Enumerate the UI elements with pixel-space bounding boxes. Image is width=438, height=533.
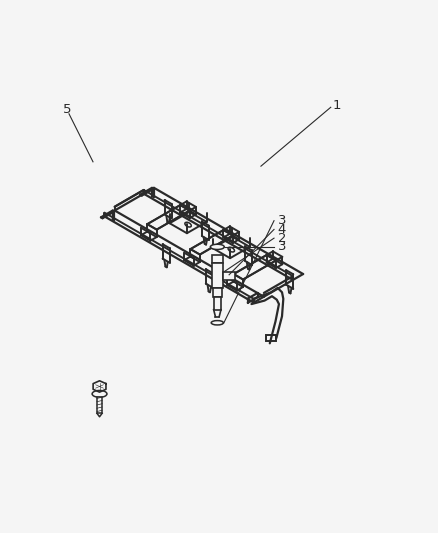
- Text: 1: 1: [332, 99, 341, 111]
- FancyBboxPatch shape: [213, 297, 220, 310]
- Ellipse shape: [210, 244, 224, 249]
- Ellipse shape: [92, 391, 107, 397]
- Text: 4: 4: [277, 223, 285, 236]
- Polygon shape: [93, 381, 106, 392]
- Text: 5: 5: [62, 103, 71, 116]
- Text: 3: 3: [277, 214, 286, 227]
- FancyBboxPatch shape: [97, 397, 102, 413]
- FancyBboxPatch shape: [222, 272, 234, 280]
- FancyBboxPatch shape: [211, 263, 223, 288]
- FancyBboxPatch shape: [266, 335, 275, 341]
- FancyBboxPatch shape: [212, 255, 222, 263]
- Text: 3: 3: [277, 240, 286, 253]
- FancyBboxPatch shape: [212, 288, 222, 297]
- Ellipse shape: [211, 320, 223, 325]
- Text: 2: 2: [277, 232, 286, 245]
